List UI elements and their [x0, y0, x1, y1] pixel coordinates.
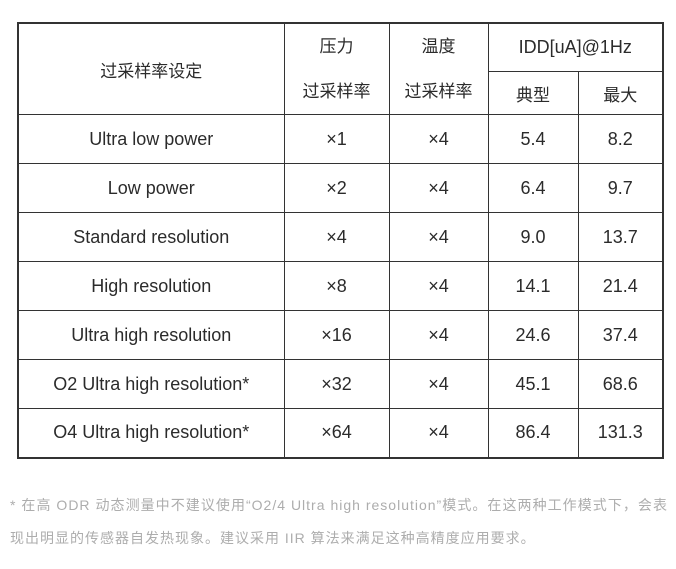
header-temperature-line2: 过采样率: [404, 82, 473, 101]
idd-typical-cell: 9.0: [487, 212, 579, 262]
temperature-osr-cell: ×4: [388, 310, 489, 360]
table-row: Low power ×2 ×4 6.4 9.7: [17, 163, 664, 213]
header-temperature-line1: 温度: [421, 37, 456, 56]
pressure-osr-cell: ×64: [283, 408, 390, 458]
idd-max-cell: 8.2: [577, 114, 664, 164]
table-body: Ultra low power ×1 ×4 5.4 8.2 Low power …: [17, 114, 664, 458]
header-max: 最大: [577, 71, 664, 115]
idd-typical-cell: 6.4: [487, 163, 579, 213]
pressure-osr-cell: ×8: [283, 261, 390, 311]
header-typical: 典型: [487, 71, 579, 115]
pressure-osr-cell: ×2: [283, 163, 390, 213]
idd-max-cell: 68.6: [577, 359, 664, 409]
header-row-1: 过采样率设定 压力 过采样率 温度 过采样率 IDD[uA]@1Hz: [17, 22, 664, 115]
header-row-2: 典型 最大: [18, 71, 664, 115]
header-pressure-line2: 过采样率: [302, 82, 371, 101]
table-row: Ultra low power ×1 ×4 5.4 8.2: [17, 114, 664, 164]
temperature-osr-cell: ×4: [388, 114, 489, 164]
idd-max-cell: 21.4: [577, 261, 664, 311]
header-idd: IDD[uA]@1Hz: [487, 22, 664, 73]
temperature-osr-cell: ×4: [388, 408, 489, 458]
pressure-osr-cell: ×16: [283, 310, 390, 360]
idd-max-cell: 37.4: [577, 310, 664, 360]
mode-cell: Low power: [17, 163, 285, 213]
mode-cell: Ultra low power: [17, 114, 285, 164]
idd-typical-cell: 24.6: [487, 310, 579, 360]
oversampling-settings-table: 过采样率设定 压力 过采样率 温度 过采样率 IDD[uA]@1Hz 典型 最大…: [17, 22, 664, 459]
temperature-osr-cell: ×4: [388, 261, 489, 311]
temperature-osr-cell: ×4: [388, 212, 489, 262]
header-temperature-osr: 温度 过采样率: [388, 22, 489, 115]
pressure-osr-cell: ×1: [283, 114, 390, 164]
mode-cell: O2 Ultra high resolution*: [17, 359, 285, 409]
header-pressure-line1: 压力: [319, 37, 354, 56]
idd-max-cell: 13.7: [577, 212, 664, 262]
idd-max-cell: 9.7: [577, 163, 664, 213]
footnote: * 在高 ODR 动态测量中不建议使用“O2/4 Ultra high reso…: [10, 497, 668, 546]
idd-typical-cell: 86.4: [487, 408, 579, 458]
header-pressure-osr: 压力 过采样率: [283, 22, 390, 115]
table-row: Standard resolution ×4 ×4 9.0 13.7: [17, 212, 664, 262]
idd-typical-cell: 45.1: [487, 359, 579, 409]
mode-cell: High resolution: [17, 261, 285, 311]
mode-cell: Standard resolution: [17, 212, 285, 262]
mode-cell: O4 Ultra high resolution*: [17, 408, 285, 458]
pressure-osr-cell: ×32: [283, 359, 390, 409]
idd-typical-cell: 5.4: [487, 114, 579, 164]
temperature-osr-cell: ×4: [388, 359, 489, 409]
idd-max-cell: 131.3: [577, 408, 664, 458]
mode-cell: Ultra high resolution: [17, 310, 285, 360]
table-header: 过采样率设定 压力 过采样率 温度 过采样率 IDD[uA]@1Hz 典型 最大: [17, 22, 664, 115]
table-row: Ultra high resolution ×16 ×4 24.6 37.4: [17, 310, 664, 360]
table-row: O4 Ultra high resolution* ×64 ×4 86.4 13…: [17, 408, 664, 458]
pressure-osr-cell: ×4: [283, 212, 390, 262]
table-row: O2 Ultra high resolution* ×32 ×4 45.1 68…: [17, 359, 664, 409]
table-row: High resolution ×8 ×4 14.1 21.4: [17, 261, 664, 311]
temperature-osr-cell: ×4: [388, 163, 489, 213]
idd-typical-cell: 14.1: [487, 261, 579, 311]
header-setting: 过采样率设定: [17, 22, 285, 115]
